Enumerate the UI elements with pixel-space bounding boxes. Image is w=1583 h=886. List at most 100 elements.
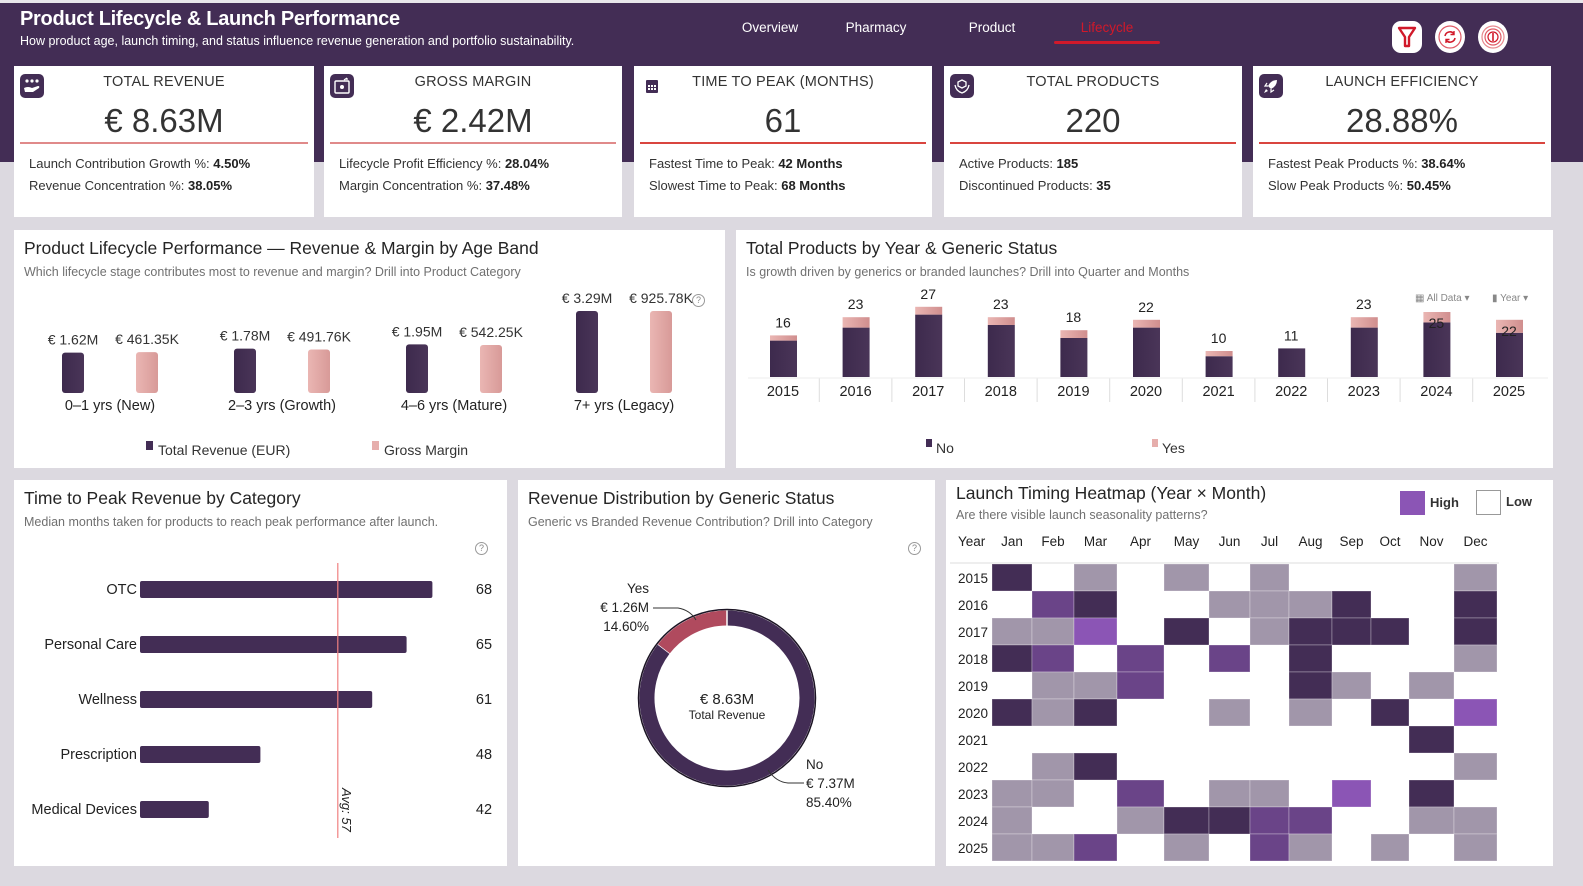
divider [1259,142,1545,144]
help-icon[interactable]: ? [475,542,488,555]
chart-subtitle: Are there visible launch seasonality pat… [956,508,1208,522]
kpi-card-gross-margin: GROSS MARGIN € 2.42M Lifecycle Profit Ef… [324,66,622,217]
column-header: Oct [1379,534,1400,549]
category-bar [140,746,261,763]
kpi-detail: Revenue Concentration %: 38.05% [29,178,232,193]
category-label: 0–1 yrs (New) [65,398,155,414]
heatmap-cell [1249,779,1290,808]
bar-segment-no [1496,332,1523,377]
heatmap-cell [1208,779,1251,808]
top-border [0,0,1583,3]
heatmap-cell [991,779,1033,808]
bar-segment-no [770,340,797,377]
revenue-bar [406,344,428,393]
kpi-detail-value: 42 Months [778,156,843,171]
nav-overview[interactable]: Overview [741,20,799,35]
generic-donut-panel: Revenue Distribution by Generic Status G… [518,480,935,866]
kpi-value: € 8.63M [104,102,224,139]
category-label: Wellness [78,692,137,708]
value-label: 61 [476,692,492,708]
refresh-button[interactable] [1435,21,1465,53]
data-label: € 491.76K [287,328,351,344]
category-bar [140,801,209,818]
product-hands-icon [950,74,974,98]
category-label: 2–3 yrs (Growth) [228,398,336,414]
nav-lifecycle[interactable]: Lifecycle [1054,20,1160,44]
heatmap-cell [1370,698,1410,727]
products-by-year-chart: 16 2015 23 2016 27 2017 23 2018 18 2019 22 2020 10 20… [748,286,1548,456]
nav-product[interactable]: Product [968,20,1016,35]
data-label: € 925.78K [629,290,693,306]
category-label: Medical Devices [31,802,137,818]
row-label: 2023 [958,787,988,802]
legend-high-label: High [1430,495,1459,510]
center-label: Total Revenue [689,708,766,722]
legend-label: Gross Margin [384,442,468,458]
margin-chart-icon [330,74,354,98]
kpi-detail-label: Launch Contribution Growth %: [29,156,214,171]
kpi-detail: Lifecycle Profit Efficiency %: 28.04% [339,156,549,171]
year-dropdown[interactable]: ▮ Year ▾ [1492,293,1529,304]
heatmap-cell [1453,752,1498,781]
heatmap-cell [1249,806,1290,835]
bar-segment-yes [987,317,1015,325]
info-button[interactable] [1478,21,1508,53]
slice-value-label: € 7.37M [806,776,855,791]
heatmap-cell [1288,590,1333,619]
refresh-icon [1438,25,1462,49]
slice-percent-label: 85.40% [806,795,852,810]
total-label: 23 [848,296,864,312]
heatmap-cell [1453,590,1498,619]
kpi-card-launch-efficiency: LAUNCH EFFICIENCY 28.88% Fastest Peak Pr… [1253,66,1551,217]
margin-bar [136,352,158,393]
kpi-detail-label: Fastest Peak Products %: [1268,156,1422,171]
chart-subtitle: Is growth driven by generics or branded … [746,265,1190,279]
legend-label: No [936,440,954,456]
heatmap-cell [1453,698,1498,727]
kpi-detail: Slowest Time to Peak: 68 Months [649,178,846,193]
time-to-peak-panel: Time to Peak Revenue by Category Median … [14,480,507,866]
year-label: 2018 [985,384,1017,400]
bar-chart-icon: ▮ [1492,293,1498,304]
chart-subtitle: Which lifecycle stage contributes most t… [24,265,521,279]
heatmap-cell [1331,590,1372,619]
heatmap-cell [1453,563,1498,592]
page-title: Product Lifecycle & Launch Performance [20,8,400,30]
total-label: 16 [775,314,791,330]
data-label: € 1.62M [48,332,99,348]
row-label: 2025 [958,841,988,856]
slice-name-label: Yes [627,581,649,596]
chart-title: Revenue Distribution by Generic Status [528,488,835,508]
bar-segment-yes [1496,319,1523,333]
heatmap-cell [1163,833,1210,862]
average-label: Avg: 57 [339,787,354,833]
row-label: 2022 [958,760,988,775]
data-label: € 1.95M [392,323,443,339]
value-label: 68 [476,582,492,598]
revenue-bar [576,311,598,393]
kpi-label: LAUNCH EFFICIENCY [1325,74,1479,90]
kpi-detail-value: 38.05% [187,178,233,193]
bar-segment-no [1278,348,1306,377]
divider [950,142,1236,144]
launch-heatmap-panel: Launch Timing Heatmap (Year × Month) Are… [946,480,1553,866]
value-label: 65 [476,637,492,653]
column-header: Feb [1041,534,1064,549]
row-label: 2016 [958,598,988,613]
help-icon[interactable]: ? [692,294,705,307]
year-label: 2023 [1348,384,1380,400]
help-icon[interactable]: ? [908,542,921,555]
total-label: 23 [993,296,1009,312]
year-label: 2021 [1202,384,1234,400]
header-actions [1392,21,1508,53]
legend-low-swatch [1476,490,1501,515]
nav-pharmacy[interactable]: Pharmacy [845,20,907,35]
heatmap-cell [1031,590,1075,619]
filter-button[interactable] [1392,21,1422,53]
heatmap-cell [1031,671,1075,700]
all-data-dropdown[interactable]: ▦ All Data ▾ [1415,293,1470,304]
year-label: 2019 [1057,384,1089,400]
total-label: 25 [1429,315,1445,331]
heatmap-cell [1116,779,1165,808]
kpi-card-time-to-peak: TIME TO PEAK (MONTHS) 61 Fastest Time to… [634,66,932,217]
